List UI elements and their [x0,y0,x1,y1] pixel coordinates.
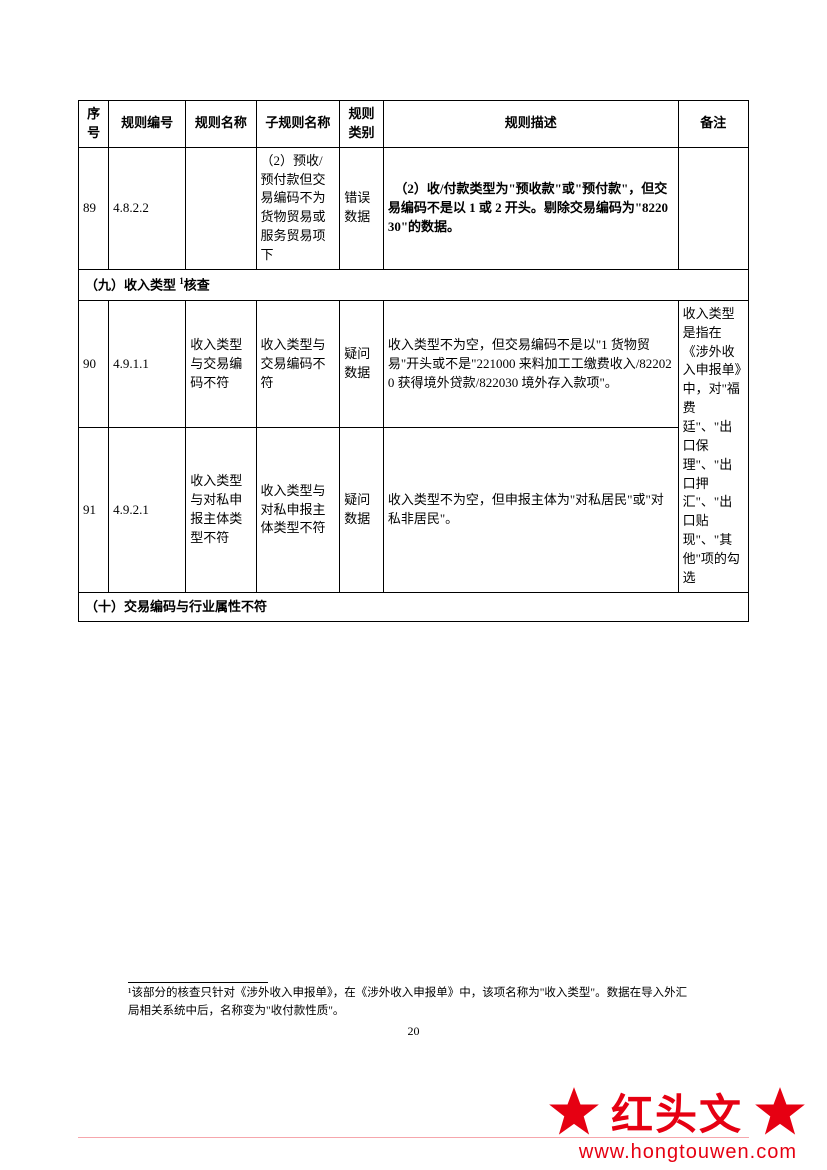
document-page: 序号 规则编号 规则名称 子规则名称 规则类别 规则描述 备注 89 4.8.2… [0,0,827,1039]
header-num: 规则编号 [109,101,186,148]
table-row: 89 4.8.2.2 （2）预收/预付款但交易编码不为货物贸易或服务贸易项下 错… [79,147,749,269]
table-row: 91 4.9.2.1 收入类型与对私申报主体类型不符 收入类型与对私申报主体类型… [79,428,749,592]
cell-num: 4.8.2.2 [109,147,186,269]
cell-desc: 收入类型不为空，但申报主体为"对私居民"或"对私非居民"。 [383,428,678,592]
cell-sub: 收入类型与交易编码不符 [256,300,340,427]
table-row: 90 4.9.1.1 收入类型与交易编码不符 收入类型与交易编码不符 疑问数据 … [79,300,749,427]
header-cat: 规则类别 [340,101,384,148]
cell-sub: 收入类型与对私申报主体类型不符 [256,428,340,592]
header-name: 规则名称 [186,101,256,148]
cell-desc: （2）收/付款类型为"预收款"或"预付款"，但交易编码不是以 1 或 2 开头。… [383,147,678,269]
cell-seq: 89 [79,147,109,269]
cell-name: 收入类型与对私申报主体类型不符 [186,428,256,592]
watermark: 红头文 [547,1081,807,1142]
header-sub: 子规则名称 [256,101,340,148]
section-title: （九）收入类型 1核查 [79,269,749,300]
cell-note: 收入类型是指在《涉外收入申报单》中，对"福费廷"、"出口保理"、"出口押汇"、"… [678,300,748,592]
cell-cat: 疑问数据 [340,428,384,592]
table-header: 序号 规则编号 规则名称 子规则名称 规则类别 规则描述 备注 [79,101,749,148]
cell-num: 4.9.1.1 [109,300,186,427]
cell-name [186,147,256,269]
watermark-text: 红头文 [611,1081,743,1142]
star-icon [753,1085,807,1139]
header-seq: 序号 [79,101,109,148]
cell-seq: 91 [79,428,109,592]
section-row: （十）交易编码与行业属性不符 [79,592,749,622]
cell-name: 收入类型与交易编码不符 [186,300,256,427]
header-desc: 规则描述 [383,101,678,148]
footnote-text: ¹该部分的核查只针对《涉外收入申报单》，在《涉外收入申报单》中，该项名称为"收入… [128,983,749,1020]
rules-table: 序号 规则编号 规则名称 子规则名称 规则类别 规则描述 备注 89 4.8.2… [78,100,749,622]
cell-cat: 疑问数据 [340,300,384,427]
section-row: （九）收入类型 1核查 [79,269,749,300]
header-note: 备注 [678,101,748,148]
section-title: （十）交易编码与行业属性不符 [79,592,749,622]
page-number: 20 [78,1024,749,1039]
cell-seq: 90 [79,300,109,427]
cell-note [678,147,748,269]
cell-sub: （2）预收/预付款但交易编码不为货物贸易或服务贸易项下 [256,147,340,269]
cell-cat: 错误数据 [340,147,384,269]
cell-desc: 收入类型不为空，但交易编码不是以"1 货物贸易"开头或不是"221000 来料加… [383,300,678,427]
cell-num: 4.9.2.1 [109,428,186,592]
star-icon [547,1085,601,1139]
watermark-url: www.hongtouwen.com [579,1141,797,1164]
